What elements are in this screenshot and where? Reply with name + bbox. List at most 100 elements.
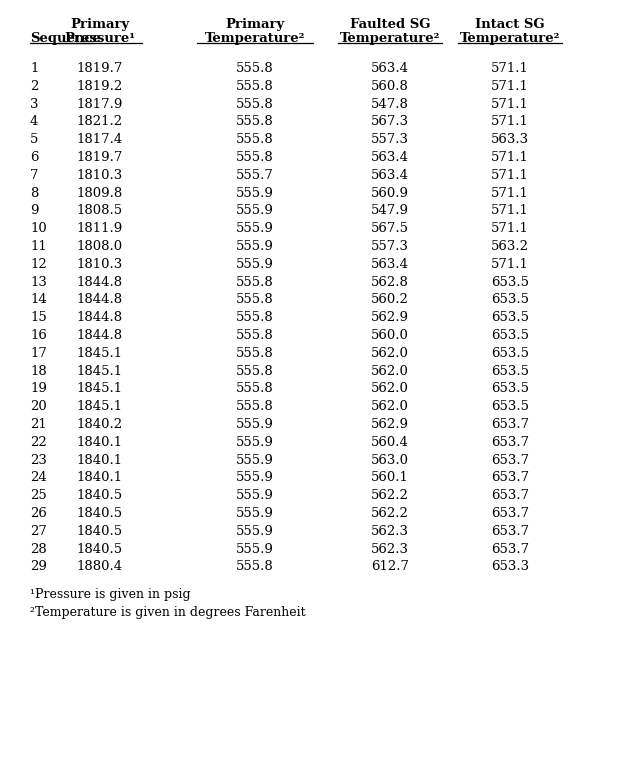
Text: 555.8: 555.8	[236, 401, 274, 413]
Text: 567.3: 567.3	[371, 116, 409, 128]
Text: 1845.1: 1845.1	[77, 401, 123, 413]
Text: 563.3: 563.3	[491, 133, 529, 146]
Text: 562.0: 562.0	[371, 365, 409, 378]
Text: 560.8: 560.8	[371, 80, 409, 93]
Text: 26: 26	[30, 507, 47, 520]
Text: 560.0: 560.0	[371, 329, 409, 342]
Text: 1819.7: 1819.7	[77, 62, 123, 75]
Text: 555.8: 555.8	[236, 311, 274, 325]
Text: 571.1: 571.1	[491, 187, 529, 200]
Text: 563.4: 563.4	[371, 258, 409, 271]
Text: 653.7: 653.7	[491, 543, 529, 556]
Text: 1840.5: 1840.5	[77, 507, 123, 520]
Text: 560.1: 560.1	[371, 471, 409, 484]
Text: 653.7: 653.7	[491, 489, 529, 502]
Text: 27: 27	[30, 525, 47, 538]
Text: 562.0: 562.0	[371, 382, 409, 395]
Text: 1809.8: 1809.8	[77, 187, 123, 200]
Text: 19: 19	[30, 382, 47, 395]
Text: Pressure¹: Pressure¹	[65, 32, 136, 45]
Text: 20: 20	[30, 401, 46, 413]
Text: 1811.9: 1811.9	[77, 222, 123, 235]
Text: 1810.3: 1810.3	[77, 169, 123, 182]
Text: 555.9: 555.9	[236, 525, 274, 538]
Text: 557.3: 557.3	[371, 240, 409, 253]
Text: 555.8: 555.8	[236, 80, 274, 93]
Text: 653.5: 653.5	[491, 401, 529, 413]
Text: 25: 25	[30, 489, 46, 502]
Text: 567.5: 567.5	[371, 222, 409, 235]
Text: 653.7: 653.7	[491, 435, 529, 449]
Text: 653.5: 653.5	[491, 347, 529, 359]
Text: Primary: Primary	[225, 18, 284, 31]
Text: 563.4: 563.4	[371, 62, 409, 75]
Text: 1840.1: 1840.1	[77, 435, 123, 449]
Text: 1845.1: 1845.1	[77, 347, 123, 359]
Text: 555.8: 555.8	[236, 133, 274, 146]
Text: 555.9: 555.9	[236, 543, 274, 556]
Text: 8: 8	[30, 187, 38, 200]
Text: 560.9: 560.9	[371, 187, 409, 200]
Text: 1840.1: 1840.1	[77, 471, 123, 484]
Text: 1844.8: 1844.8	[77, 276, 123, 289]
Text: Intact SG: Intact SG	[475, 18, 545, 31]
Text: 612.7: 612.7	[371, 560, 409, 573]
Text: 562.9: 562.9	[371, 311, 409, 325]
Text: 571.1: 571.1	[491, 116, 529, 128]
Text: 571.1: 571.1	[491, 204, 529, 217]
Text: 653.5: 653.5	[491, 311, 529, 325]
Text: 23: 23	[30, 454, 47, 467]
Text: 555.7: 555.7	[236, 169, 274, 182]
Text: 24: 24	[30, 471, 46, 484]
Text: 1817.4: 1817.4	[77, 133, 123, 146]
Text: 555.8: 555.8	[236, 560, 274, 573]
Text: 9: 9	[30, 204, 38, 217]
Text: 571.1: 571.1	[491, 222, 529, 235]
Text: 653.5: 653.5	[491, 365, 529, 378]
Text: 571.1: 571.1	[491, 97, 529, 111]
Text: 555.8: 555.8	[236, 382, 274, 395]
Text: 555.9: 555.9	[236, 471, 274, 484]
Text: 653.5: 653.5	[491, 382, 529, 395]
Text: 653.5: 653.5	[491, 293, 529, 306]
Text: 16: 16	[30, 329, 47, 342]
Text: 1844.8: 1844.8	[77, 293, 123, 306]
Text: 555.8: 555.8	[236, 151, 274, 164]
Text: 555.8: 555.8	[236, 116, 274, 128]
Text: 555.8: 555.8	[236, 276, 274, 289]
Text: 653.7: 653.7	[491, 454, 529, 467]
Text: 653.3: 653.3	[491, 560, 529, 573]
Text: 560.4: 560.4	[371, 435, 409, 449]
Text: 1840.2: 1840.2	[77, 418, 123, 431]
Text: 555.9: 555.9	[236, 187, 274, 200]
Text: 1: 1	[30, 62, 38, 75]
Text: 1808.5: 1808.5	[77, 204, 123, 217]
Text: Primary: Primary	[70, 18, 129, 31]
Text: 11: 11	[30, 240, 46, 253]
Text: 547.9: 547.9	[371, 204, 409, 217]
Text: Temperature²: Temperature²	[205, 32, 305, 45]
Text: 14: 14	[30, 293, 46, 306]
Text: 6: 6	[30, 151, 38, 164]
Text: 17: 17	[30, 347, 47, 359]
Text: 22: 22	[30, 435, 46, 449]
Text: 571.1: 571.1	[491, 80, 529, 93]
Text: 1840.5: 1840.5	[77, 543, 123, 556]
Text: ¹Pressure is given in psig: ¹Pressure is given in psig	[30, 588, 191, 601]
Text: 547.8: 547.8	[371, 97, 409, 111]
Text: 15: 15	[30, 311, 46, 325]
Text: 1880.4: 1880.4	[77, 560, 123, 573]
Text: 7: 7	[30, 169, 38, 182]
Text: 653.5: 653.5	[491, 276, 529, 289]
Text: 653.7: 653.7	[491, 471, 529, 484]
Text: 1844.8: 1844.8	[77, 311, 123, 325]
Text: 555.8: 555.8	[236, 347, 274, 359]
Text: 653.5: 653.5	[491, 329, 529, 342]
Text: 555.8: 555.8	[236, 62, 274, 75]
Text: Faulted SG: Faulted SG	[350, 18, 430, 31]
Text: 1817.9: 1817.9	[77, 97, 123, 111]
Text: 1840.5: 1840.5	[77, 489, 123, 502]
Text: 3: 3	[30, 97, 38, 111]
Text: 555.9: 555.9	[236, 240, 274, 253]
Text: 555.8: 555.8	[236, 365, 274, 378]
